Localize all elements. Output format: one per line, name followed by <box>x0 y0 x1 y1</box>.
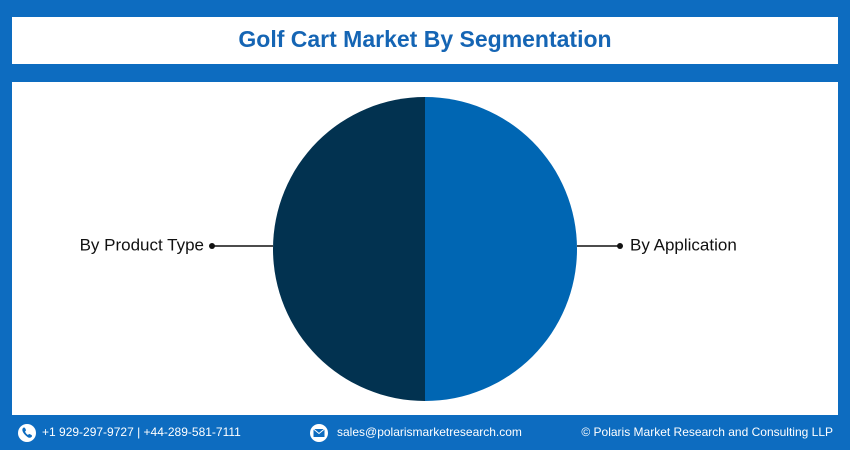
leader-dot <box>617 243 623 249</box>
slice-label: By Application <box>630 235 737 254</box>
footer-copyright: © Polaris Market Research and Consulting… <box>581 425 833 439</box>
footer-email: sales@polarismarketresearch.com <box>337 425 522 439</box>
slice-label: By Product Type <box>80 235 204 254</box>
pie-slice <box>425 97 577 401</box>
phone-icon <box>18 424 36 442</box>
title-bar <box>12 17 838 64</box>
phone-glyph <box>22 427 32 438</box>
pie-slice <box>273 97 425 401</box>
footer: +1 929-297-9727 | +44-289-581-7111 sales… <box>18 424 833 442</box>
chart-title: Golf Cart Market By Segmentation <box>238 26 611 52</box>
leader-dot <box>209 243 215 249</box>
email-flap <box>313 428 325 435</box>
footer-phone: +1 929-297-9727 | +44-289-581-7111 <box>42 425 241 439</box>
pie: By Application By Product Type <box>80 97 737 401</box>
